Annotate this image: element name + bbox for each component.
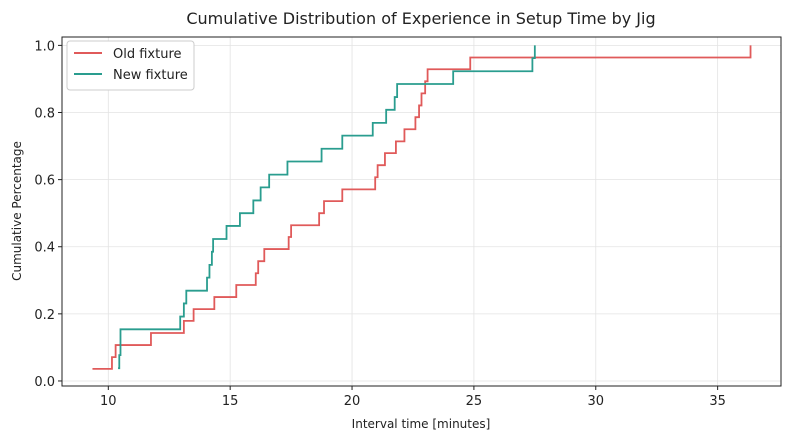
y-tick-label: 0.6 bbox=[34, 174, 55, 189]
series-line-new-fixture bbox=[118, 45, 536, 370]
x-tick-label: 25 bbox=[466, 394, 483, 409]
series-line-old-fixture bbox=[92, 45, 752, 370]
legend: Old fixture New fixture bbox=[66, 40, 195, 91]
y-tick-label: 0.0 bbox=[34, 375, 55, 390]
x-tick-label: 15 bbox=[222, 394, 239, 409]
x-tick-label: 10 bbox=[100, 394, 117, 409]
y-tick-label: 0.2 bbox=[34, 308, 55, 323]
ticks: 10 15 20 25 30 35 0.0 0.2 0.4 0.6 0.8 1.0 bbox=[34, 39, 726, 409]
y-tick-label: 1.0 bbox=[34, 39, 55, 54]
x-axis-label: Interval time [minutes] bbox=[352, 417, 491, 431]
series-layer bbox=[92, 45, 752, 370]
plot-frame bbox=[61, 36, 782, 387]
y-tick-label: 0.4 bbox=[34, 241, 55, 256]
x-tick-label: 30 bbox=[587, 394, 604, 409]
legend-label-new-fixture: New fixture bbox=[113, 68, 188, 83]
x-tick-label: 20 bbox=[344, 394, 361, 409]
x-tick-label: 35 bbox=[709, 394, 726, 409]
y-axis-label: Cumulative Percentage bbox=[10, 141, 24, 281]
y-tick-label: 0.8 bbox=[34, 107, 55, 122]
chart-title: Cumulative Distribution of Experience in… bbox=[186, 9, 655, 28]
legend-label-old-fixture: Old fixture bbox=[113, 47, 182, 62]
